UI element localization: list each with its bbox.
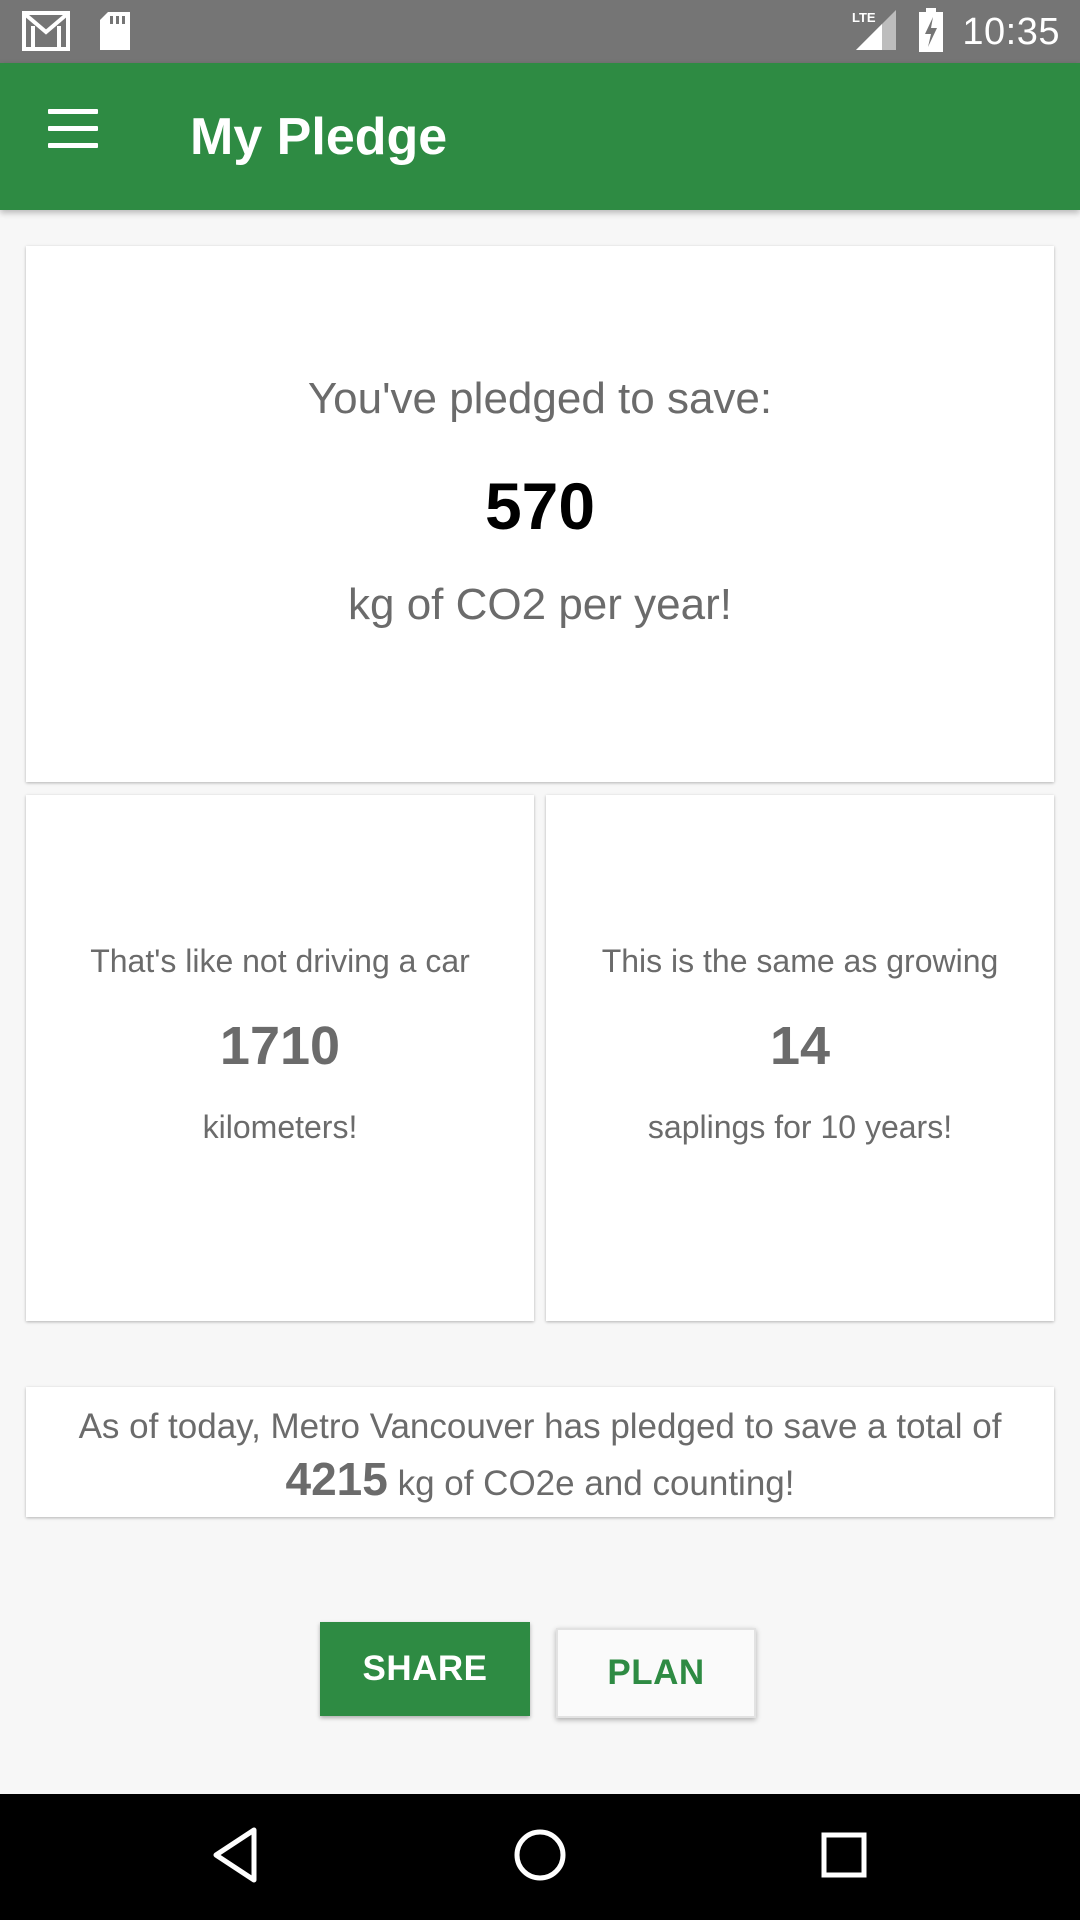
- pledge-lead-text: You've pledged to save:: [307, 374, 773, 423]
- tree-tail-text: saplings for 10 years!: [647, 1109, 953, 1145]
- total-suffix-text: kg of CO2e and counting!: [397, 1464, 795, 1503]
- total-prefix-text: As of today, Metro Vancouver has pledged…: [78, 1407, 1002, 1446]
- regional-total-card: As of today, Metro Vancouver has pledged…: [26, 1387, 1054, 1517]
- status-time: 10:35: [962, 11, 1060, 53]
- page-title: My Pledge: [190, 108, 448, 166]
- total-line: 4215 kg of CO2e and counting!: [26, 1453, 1054, 1510]
- svg-text:LTE: LTE: [852, 10, 876, 25]
- recents-icon[interactable]: [821, 1832, 867, 1883]
- plan-button[interactable]: PLAN: [556, 1628, 756, 1718]
- tree-lead-text: This is the same as growing: [601, 943, 999, 979]
- lte-signal-icon: LTE: [852, 8, 900, 57]
- navigation-bar: [0, 1794, 1080, 1920]
- home-icon[interactable]: [513, 1828, 567, 1887]
- back-icon[interactable]: [210, 1826, 260, 1889]
- gmail-icon: [22, 10, 72, 57]
- pledge-unit-text: kg of CO2 per year!: [348, 580, 732, 629]
- tree-equivalent-card: This is the same as growing 14 saplings …: [546, 795, 1054, 1321]
- car-lead-text: That's like not driving a car: [90, 943, 470, 979]
- total-value: 4215: [285, 1453, 388, 1505]
- sd-card-icon: [98, 10, 132, 57]
- car-km-value: 1710: [219, 1016, 341, 1076]
- share-button[interactable]: SHARE: [320, 1622, 530, 1716]
- battery-charging-icon: [918, 8, 944, 57]
- status-bar: LTE 10:35: [0, 0, 1080, 63]
- sapling-count-value: 14: [769, 1016, 831, 1076]
- pledge-value: 570: [484, 469, 596, 543]
- car-equivalent-card: That's like not driving a car 1710 kilom…: [26, 795, 534, 1321]
- hamburger-menu-icon[interactable]: [42, 109, 104, 163]
- app-bar: My Pledge: [0, 63, 1080, 210]
- pledge-summary-card: You've pledged to save: 570 kg of CO2 pe…: [26, 246, 1054, 782]
- car-tail-text: kilometers!: [202, 1109, 358, 1145]
